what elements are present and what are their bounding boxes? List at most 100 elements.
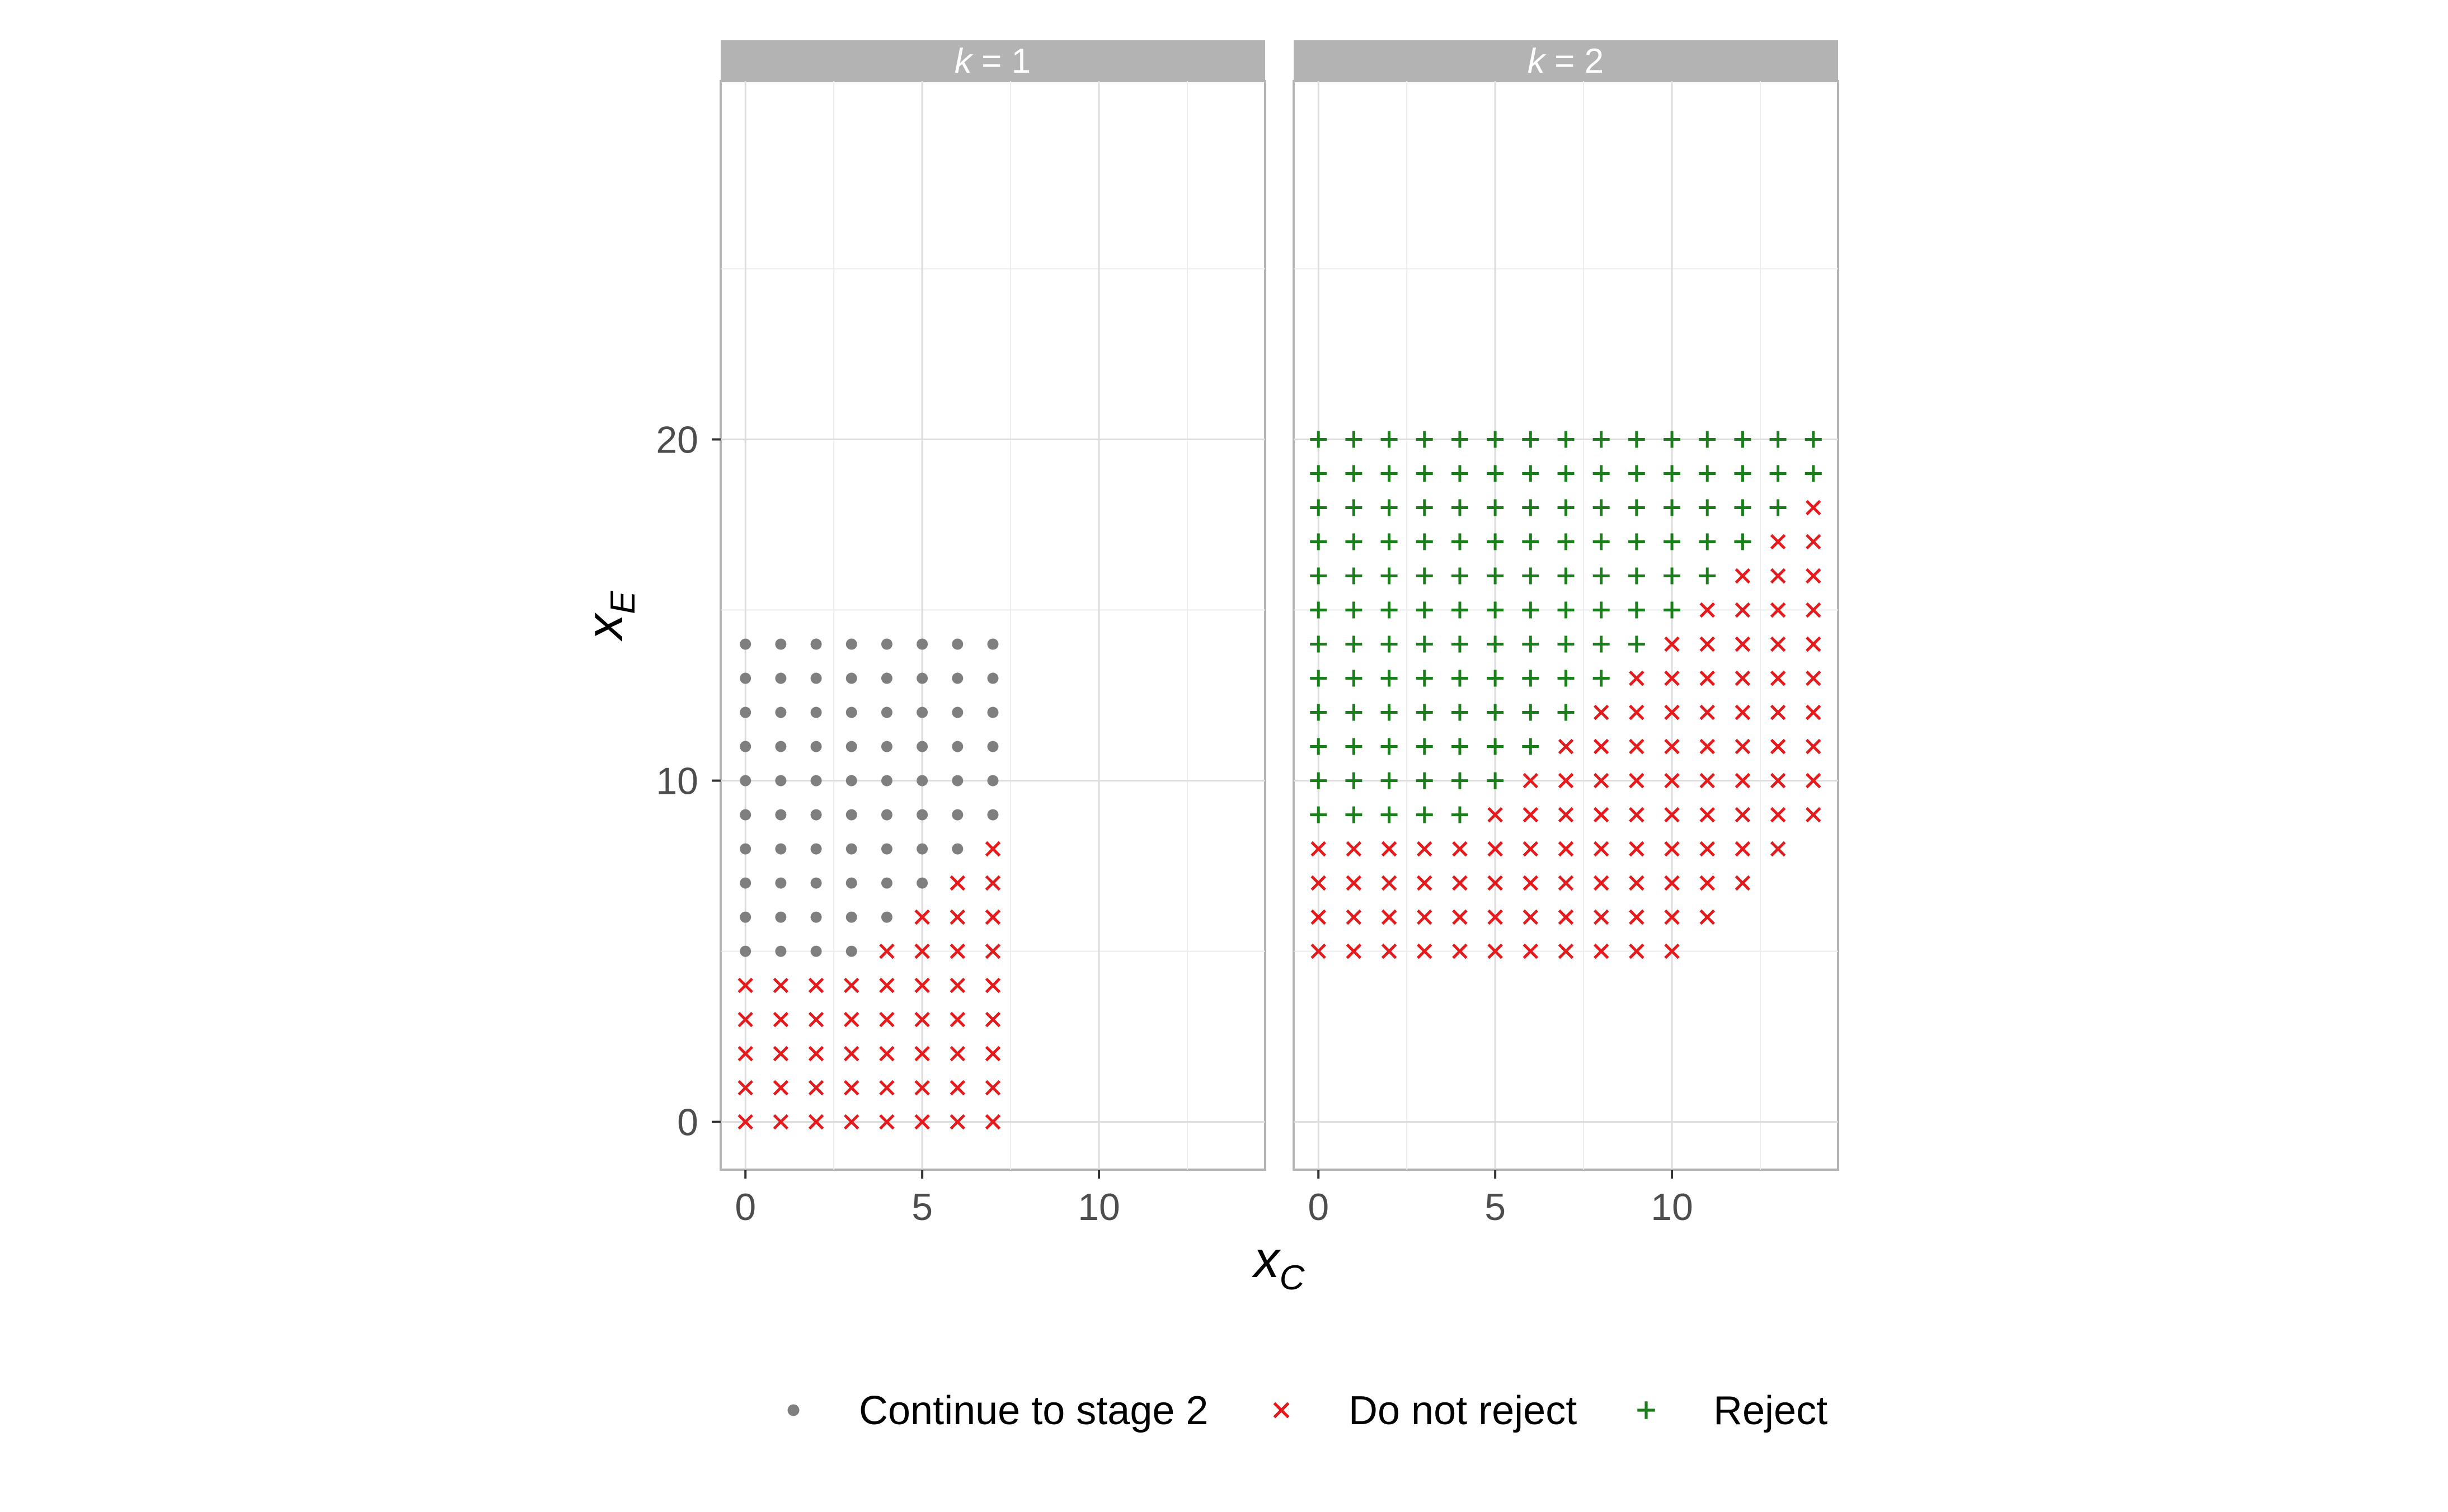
point-reject bbox=[1628, 499, 1645, 516]
point-continue bbox=[987, 672, 999, 684]
point-reject bbox=[1310, 806, 1327, 823]
point-continue bbox=[987, 638, 999, 650]
point-noreject bbox=[1487, 841, 1503, 857]
panel-k2-background bbox=[1293, 80, 1839, 1171]
point-noreject bbox=[1346, 909, 1362, 925]
point-noreject bbox=[1735, 704, 1751, 720]
point-reject bbox=[1416, 670, 1433, 687]
point-continue bbox=[740, 638, 751, 650]
point-reject bbox=[1557, 704, 1575, 721]
point-noreject bbox=[1699, 670, 1715, 686]
point-noreject bbox=[1770, 670, 1786, 686]
point-reject bbox=[1637, 1401, 1655, 1419]
point-noreject bbox=[1593, 909, 1609, 925]
point-noreject bbox=[1346, 875, 1362, 891]
point-reject bbox=[1557, 499, 1575, 516]
point-noreject bbox=[1593, 943, 1609, 959]
point-reject bbox=[1734, 465, 1751, 482]
strip-label-k1: k = 1 bbox=[955, 42, 1031, 81]
point-noreject bbox=[985, 875, 1001, 891]
point-noreject bbox=[1310, 909, 1326, 925]
point-reject bbox=[1380, 738, 1398, 755]
point-noreject bbox=[1452, 875, 1468, 891]
legend-item-reject: Reject bbox=[1637, 1388, 1827, 1433]
point-reject bbox=[1380, 704, 1398, 721]
point-noreject bbox=[1629, 807, 1644, 823]
point-continue bbox=[881, 741, 892, 752]
point-noreject bbox=[1487, 943, 1503, 959]
point-reject bbox=[1628, 567, 1645, 585]
point-noreject bbox=[985, 909, 1001, 925]
point-continue bbox=[987, 741, 999, 752]
point-noreject bbox=[1664, 773, 1680, 789]
point-reject bbox=[1345, 533, 1362, 550]
point-reject bbox=[1592, 533, 1610, 550]
point-noreject bbox=[1487, 807, 1503, 823]
point-reject bbox=[1487, 465, 1504, 482]
point-reject bbox=[1345, 670, 1362, 687]
point-noreject bbox=[1699, 738, 1715, 755]
point-continue bbox=[845, 706, 857, 718]
point-noreject bbox=[1629, 943, 1644, 959]
point-noreject bbox=[1273, 1402, 1290, 1419]
point-continue bbox=[952, 741, 964, 752]
point-noreject bbox=[773, 977, 789, 993]
point-reject bbox=[1628, 533, 1645, 550]
point-continue bbox=[881, 775, 892, 786]
point-noreject bbox=[844, 977, 859, 993]
point-continue bbox=[917, 672, 928, 684]
point-noreject bbox=[737, 1045, 753, 1062]
point-noreject bbox=[1593, 773, 1609, 789]
point-continue bbox=[987, 706, 999, 718]
point-reject bbox=[1380, 567, 1398, 585]
point-reject bbox=[1487, 567, 1504, 585]
point-continue bbox=[775, 706, 787, 718]
point-noreject bbox=[1664, 704, 1680, 720]
y-tick-label: 10 bbox=[656, 760, 698, 803]
points bbox=[737, 431, 1822, 1130]
point-continue bbox=[845, 775, 857, 786]
point-continue bbox=[952, 809, 964, 821]
point-continue bbox=[740, 672, 751, 684]
point-continue bbox=[810, 809, 822, 821]
point-noreject bbox=[1593, 875, 1609, 891]
point-reject bbox=[1310, 431, 1327, 448]
point-noreject bbox=[879, 1080, 895, 1096]
point-reject bbox=[1557, 533, 1575, 550]
point-noreject bbox=[1629, 875, 1644, 891]
point-noreject bbox=[1806, 773, 1821, 789]
point-continue bbox=[740, 843, 751, 855]
legend-item-noreject: Do not reject bbox=[1273, 1388, 1577, 1433]
point-continue bbox=[917, 638, 928, 650]
x-tick-label: 10 bbox=[1078, 1186, 1120, 1228]
point-noreject bbox=[950, 1080, 966, 1096]
point-continue bbox=[917, 877, 928, 889]
point-reject bbox=[1416, 499, 1433, 516]
point-noreject bbox=[1487, 909, 1503, 925]
point-noreject bbox=[1452, 943, 1468, 959]
point-noreject bbox=[1558, 773, 1574, 789]
point-reject bbox=[1487, 601, 1504, 619]
point-reject bbox=[1664, 465, 1681, 482]
point-reject bbox=[1557, 465, 1575, 482]
point-continue bbox=[775, 877, 787, 889]
point-noreject bbox=[1487, 875, 1503, 891]
point-reject bbox=[1345, 431, 1362, 448]
point-noreject bbox=[1806, 534, 1821, 550]
point-noreject bbox=[1735, 841, 1751, 857]
point-reject bbox=[1416, 465, 1433, 482]
point-noreject bbox=[844, 1080, 859, 1096]
point-noreject bbox=[1699, 773, 1715, 789]
point-reject bbox=[1522, 635, 1539, 653]
point-reject bbox=[1699, 499, 1716, 516]
point-reject bbox=[1664, 601, 1681, 619]
point-continue bbox=[952, 843, 964, 855]
strip-label-k2: k = 2 bbox=[1528, 42, 1604, 81]
strip-variable: k bbox=[1528, 42, 1547, 81]
point-noreject bbox=[773, 1114, 789, 1130]
point-noreject bbox=[985, 1080, 1001, 1096]
point-reject bbox=[1380, 431, 1398, 448]
point-noreject bbox=[1629, 738, 1644, 755]
point-continue bbox=[845, 672, 857, 684]
point-continue bbox=[740, 809, 751, 821]
